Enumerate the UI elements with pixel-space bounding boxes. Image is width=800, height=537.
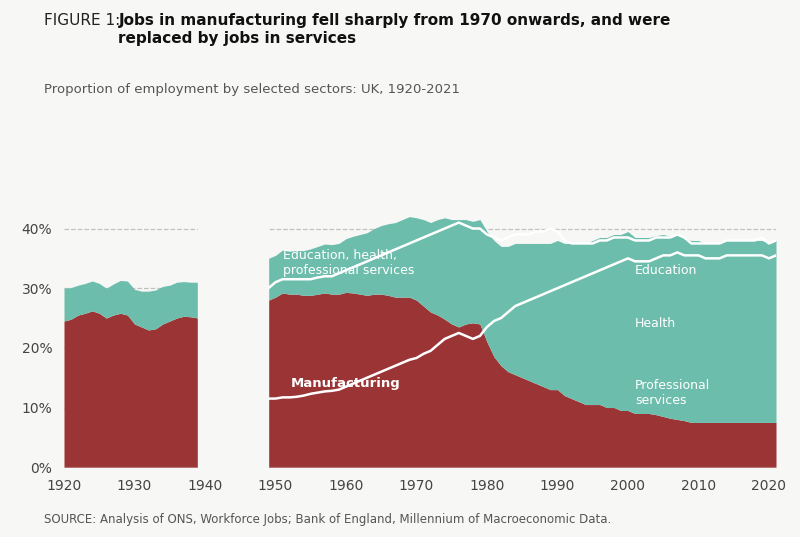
- Text: Manufacturing: Manufacturing: [291, 377, 401, 390]
- Text: Jobs in manufacturing fell sharply from 1970 onwards, and were
replaced by jobs : Jobs in manufacturing fell sharply from …: [118, 13, 670, 46]
- Text: Education: Education: [635, 264, 698, 277]
- Text: Professional
services: Professional services: [635, 379, 710, 407]
- Text: FIGURE 1:: FIGURE 1:: [44, 13, 125, 28]
- Text: Education, health,
professional services: Education, health, professional services: [282, 249, 414, 278]
- Text: Health: Health: [635, 317, 676, 330]
- Text: Proportion of employment by selected sectors: UK, 1920-2021: Proportion of employment by selected sec…: [44, 83, 460, 96]
- Text: SOURCE: Analysis of ONS, Workforce Jobs; Bank of England, Millennium of Macroeco: SOURCE: Analysis of ONS, Workforce Jobs;…: [44, 513, 611, 526]
